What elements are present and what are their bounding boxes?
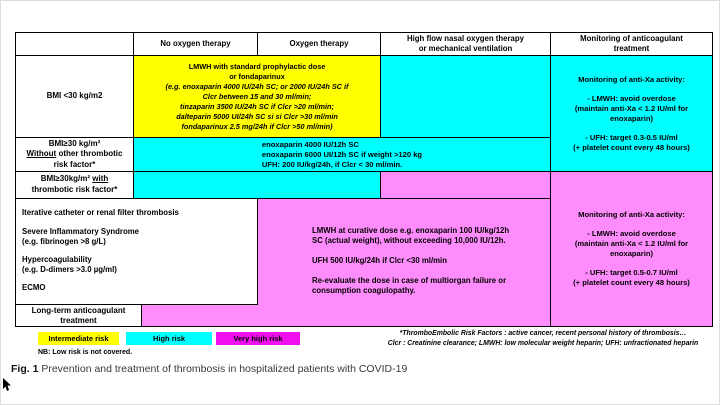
cell-monitoring-high-risk: Monitoring of anti-Xa activity: - LMWH: …: [550, 55, 713, 172]
dose-line: or fondaparinux: [229, 71, 285, 81]
cell-high-risk-highflow-row1: [380, 55, 551, 138]
footnote-line1: *ThromboEmbolic Risk Factors : active ca…: [399, 330, 687, 337]
cell-very-high-risk-bottom-strip: [141, 304, 551, 327]
cell-high-risk-row3: [133, 171, 381, 199]
risk-factor-item: Hypercoagulability (e.g. D-dimers >3.0 µ…: [22, 255, 251, 275]
legend-intermediate-risk: Intermediate risk: [38, 332, 119, 345]
dose-line: LMWH with standard prophylactic dose: [188, 61, 326, 71]
header-label-line1: Monitoring of anticoagulant: [580, 34, 683, 44]
header-high-flow: High flow nasal oxygen therapy or mechan…: [380, 32, 551, 56]
monitoring-line: - UFH: target 0.5-0.7 IU/ml: [585, 268, 678, 277]
cell-high-risk-dose: enoxaparin 4000 IU/12h SC enoxaparin 600…: [133, 137, 551, 172]
risk-factor-item: Iterative catheter or renal filter throm…: [22, 208, 179, 217]
cell-very-high-risk-dose: LMWH at curative dose e.g. enoxaparin 10…: [257, 198, 551, 304]
monitoring-line: - UFH: target 0.3-0.5 IU/ml: [585, 132, 678, 142]
cell-intermediate-risk-dose: LMWH with standard prophylactic dose or …: [133, 55, 381, 138]
dose-paragraph: LMWH at curative dose e.g. enoxaparin 10…: [312, 226, 542, 246]
dose-line: (e.g. enoxaparin 4000 IU/24h SC; or 2000…: [165, 81, 349, 91]
header-no-oxygen-therapy: No oxygen therapy: [133, 32, 258, 56]
monitoring-line: - LMWH: avoid overdose: [587, 93, 676, 103]
header-label: Oxygen therapy: [289, 39, 349, 49]
dose-line: SC (actual weight), without exceeding 10…: [312, 236, 506, 245]
footnote-line2: Clcr : Creatinine clearance; LMWH: low m…: [387, 339, 699, 347]
cell-thrombotic-risk-factors: Iterative catheter or renal filter throm…: [15, 198, 258, 305]
monitoring-line: (maintain anti-Xa < 1.2 IU/ml for: [574, 103, 689, 113]
dose-paragraph: UFH 500 IU/kg/24h if Clcr <30 ml/min: [312, 256, 447, 265]
long-term-line2: treatment: [60, 315, 97, 325]
row-label-line2: thrombotic risk factor*: [31, 185, 118, 194]
dose-block: enoxaparin 4000 IU/12h SC enoxaparin 600…: [262, 140, 422, 170]
dose-line: LMWH at curative dose e.g. enoxaparin 10…: [312, 226, 510, 235]
legend-very-high-risk: Very high risk: [216, 332, 300, 345]
header-oxygen-therapy: Oxygen therapy: [257, 32, 381, 56]
monitoring-line: enoxaparin): [609, 249, 654, 258]
row-label-line2: Without other thrombotic: [27, 149, 123, 160]
cell-long-term-anticoagulant: Long-term anticoagulant treatment: [15, 304, 142, 327]
dose-paragraph: Re-evaluate the dose in case of multiorg…: [312, 276, 542, 296]
caption-text: Prevention and treatment of thrombosis i…: [41, 363, 408, 375]
header-label: No oxygen therapy: [160, 39, 231, 49]
risk-line: (e.g. D-dimers >3.0 µg/ml): [22, 265, 117, 274]
risk-factor-item: ECMO: [22, 283, 46, 292]
dose-line: UFH: 200 IU/kg/24h, if Clcr < 30 ml/min.: [261, 159, 403, 169]
row-label-bmi-lt-30: BMI <30 kg/m2: [15, 55, 134, 138]
dose-line: Re-evaluate the dose in case of multiorg…: [312, 276, 507, 285]
risk-line: Hypercoagulability: [22, 255, 92, 264]
dose-line: enoxaparin 4000 IU/12h SC: [261, 139, 359, 149]
row-label-line1: BMI≥30kg/m² with: [41, 174, 109, 185]
risk-line: (e.g. fibrinogen >8 g/L): [22, 237, 106, 246]
legend-label: Intermediate risk: [48, 334, 109, 343]
header-label-line2: or mechanical ventilation: [418, 44, 513, 53]
legend-label: High risk: [152, 334, 186, 343]
monitoring-ufh-block: - UFH: target 0.3-0.5 IU/ml (+ platelet …: [573, 133, 690, 153]
monitoring-lmwh-block: - LMWH: avoid overdose (maintain anti-Xa…: [575, 94, 688, 124]
figure-caption: Fig. 1 Prevention and treatment of throm…: [11, 363, 407, 375]
row-label-line2-rest: other thrombotic: [56, 149, 123, 159]
dose-line: tinzaparin 3500 IU/24h SC if Clcr >20 ml…: [180, 101, 334, 111]
footnote: *ThromboEmbolic Risk Factors : active ca…: [369, 329, 717, 348]
cell-very-high-risk-row3: [380, 171, 551, 199]
row-label-bmi-ge-30-with: BMI≥30kg/m² with thrombotic risk factor*: [15, 171, 134, 199]
header-label-line2: treatment: [613, 44, 650, 53]
risk-line: Severe Inflammatory Syndrome: [22, 227, 139, 236]
row-label-line1-start: BMI≥30kg/m²: [40, 174, 91, 184]
header-empty-cell: [15, 32, 134, 56]
monitoring-title: Monitoring of anti-Xa activity:: [578, 74, 685, 84]
header-label-line1: High flow nasal oxygen therapy: [407, 34, 524, 44]
mouse-cursor-artifact: [3, 378, 11, 391]
dose-line: fondaparinux 2.5 mg/24h if Clcr >50 ml/m…: [181, 121, 333, 131]
row-label-bmi-ge-30-without: BMI≥30 kg/m² Without other thrombotic ri…: [15, 137, 134, 172]
row-label-line1: BMI≥30 kg/m²: [48, 138, 101, 148]
monitoring-ufh-block: - UFH: target 0.5-0.7 IU/ml (+ platelet …: [573, 268, 690, 288]
legend-high-risk: High risk: [126, 332, 212, 345]
header-monitoring: Monitoring of anticoagulant treatment: [550, 32, 713, 56]
risk-factor-item: Severe Inflammatory Syndrome (e.g. fibri…: [22, 227, 251, 247]
caption-label: Fig. 1: [11, 363, 39, 375]
underlined-word: Without: [26, 149, 57, 159]
monitoring-title: Monitoring of anti-Xa activity:: [578, 210, 685, 219]
cell-monitoring-very-high-risk: Monitoring of anti-Xa activity: - LMWH: …: [550, 171, 713, 327]
legend-label: Very high risk: [233, 334, 283, 343]
row-label-line3: risk factor*: [53, 159, 96, 169]
monitoring-line: (maintain anti-Xa < 1.2 IU/ml for: [574, 239, 689, 248]
nb-note: NB: Low risk is not covered.: [38, 349, 133, 356]
long-term-line1: Long-term anticoagulant: [31, 305, 126, 315]
underlined-word: with: [92, 174, 109, 184]
monitoring-line: enoxaparin): [609, 113, 654, 123]
row-label-text: BMI <30 kg/m2: [46, 91, 103, 101]
monitoring-lmwh-block: - LMWH: avoid overdose (maintain anti-Xa…: [575, 229, 688, 259]
monitoring-line: (+ platelet count every 48 hours): [573, 278, 690, 287]
monitoring-line: - LMWH: avoid overdose: [587, 229, 676, 238]
dose-line: enoxaparin 6000 UI/12h SC if weight >120…: [261, 149, 423, 159]
dose-line: consumption coagulopathy.: [312, 286, 416, 295]
dose-line: Clcr between 15 and 30 ml/min;: [202, 91, 312, 101]
monitoring-line: (+ platelet count every 48 hours): [573, 142, 690, 152]
dose-line: dalteparin 5000 UI/24h SC si si Clcr >30…: [176, 111, 338, 121]
